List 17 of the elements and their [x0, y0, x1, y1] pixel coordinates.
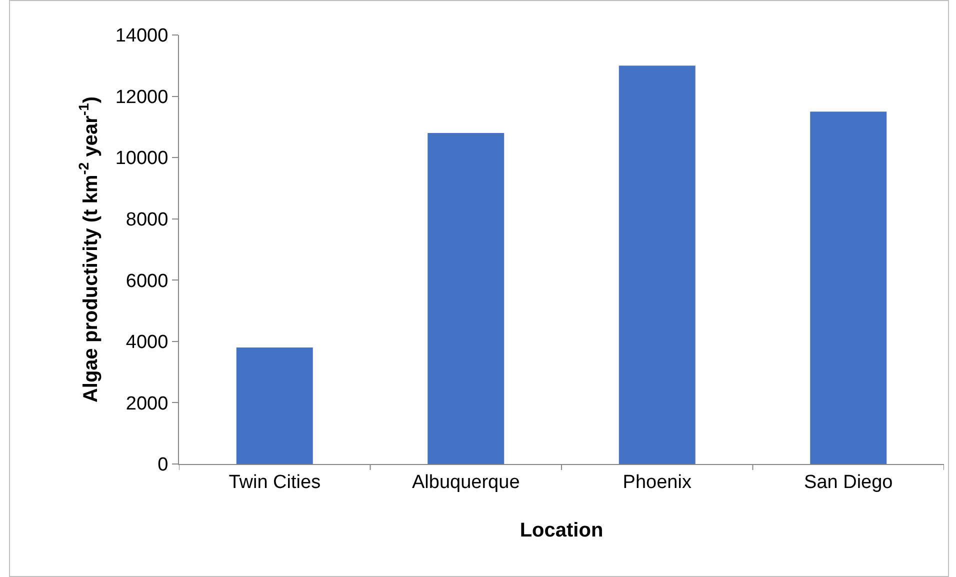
bar [618, 66, 696, 464]
y-tick-label: 0 [158, 454, 168, 476]
x-tick-label: Phoenix [622, 472, 692, 493]
y-tick-label: 10000 [115, 148, 168, 170]
y-tick-label: 6000 [126, 270, 168, 292]
x-tick-label: Twin Cities [228, 472, 321, 493]
y-tick-label: 12000 [115, 86, 168, 108]
bar [428, 133, 504, 464]
bar [236, 348, 313, 464]
y-tick-label: 2000 [126, 393, 168, 414]
bar [810, 112, 887, 464]
y-tick-label: 8000 [126, 210, 168, 231]
x-axis-title: Location [520, 519, 604, 542]
y-tick-label: 4000 [126, 332, 168, 354]
x-tick-label: Albuquerque [412, 472, 520, 493]
x-tick-label: San Diego [804, 472, 893, 493]
y-tick-label: 14000 [115, 26, 168, 47]
